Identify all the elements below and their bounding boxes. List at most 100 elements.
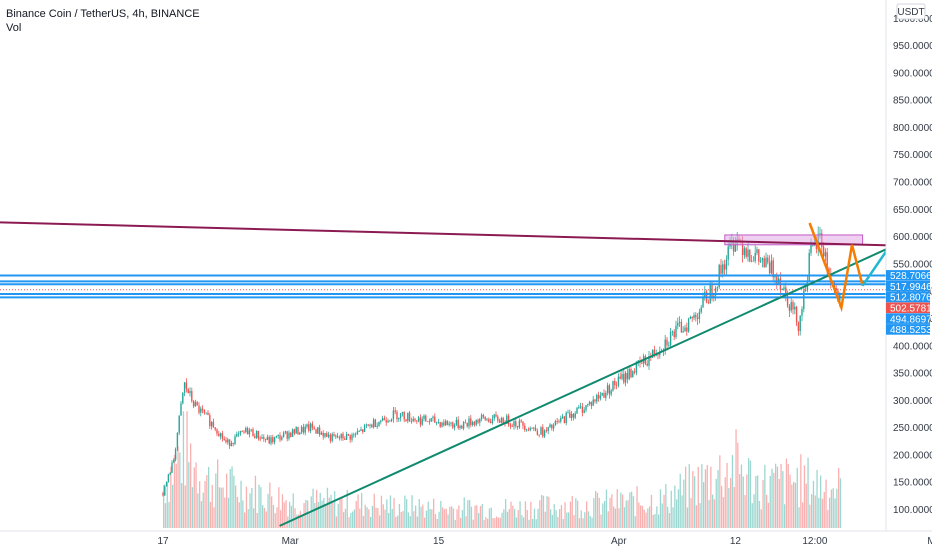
volume-bar bbox=[503, 509, 505, 528]
volume-bar bbox=[816, 469, 818, 528]
y-tick-label: 150.0000 bbox=[893, 478, 932, 489]
volume-bar bbox=[445, 508, 447, 528]
volume-bar bbox=[805, 483, 807, 528]
candle-body bbox=[169, 472, 171, 475]
candle-body bbox=[430, 418, 432, 422]
candle-body bbox=[392, 410, 395, 420]
candle-body bbox=[531, 428, 533, 429]
candle-body bbox=[583, 410, 585, 413]
volume-bar bbox=[827, 509, 829, 528]
candle-body bbox=[390, 419, 393, 421]
candle-body bbox=[632, 371, 634, 378]
y-tick-label: 300.0000 bbox=[893, 396, 932, 407]
candle-body bbox=[801, 309, 803, 316]
candle-body bbox=[227, 439, 229, 443]
candle-body bbox=[270, 437, 272, 444]
volume-bar bbox=[407, 512, 410, 528]
y-tick-label: 250.0000 bbox=[893, 423, 932, 434]
candle-body bbox=[302, 426, 305, 433]
candle-body bbox=[612, 380, 614, 391]
candle-body bbox=[434, 416, 436, 423]
volume-bar bbox=[497, 517, 500, 528]
volume-bar bbox=[704, 469, 707, 528]
candle-body bbox=[680, 321, 683, 333]
volume-bar bbox=[456, 509, 458, 528]
candle-body bbox=[178, 415, 180, 433]
price-axis-panel[interactable] bbox=[886, 0, 932, 531]
candle-body bbox=[180, 403, 182, 416]
candle-body bbox=[421, 418, 423, 425]
currency-button[interactable]: USDT bbox=[896, 3, 926, 20]
volume-bar bbox=[501, 512, 503, 528]
symbol-title[interactable]: Binance Coin / TetherUS, 4h, BINANCE bbox=[6, 8, 200, 20]
candle-body bbox=[185, 382, 188, 389]
volume-bar bbox=[658, 514, 660, 528]
volume-bar bbox=[789, 474, 791, 528]
volume-bar bbox=[436, 518, 438, 528]
candle-body bbox=[516, 426, 519, 428]
candle-body bbox=[342, 433, 344, 439]
candle-body bbox=[630, 369, 632, 378]
candle-body bbox=[439, 422, 441, 427]
candle-body bbox=[203, 410, 206, 413]
volume-bar bbox=[618, 508, 620, 528]
volume-bar bbox=[755, 476, 757, 528]
candle-body bbox=[576, 407, 578, 414]
candle-body bbox=[385, 420, 387, 423]
candle-body bbox=[277, 435, 279, 436]
volume-bar bbox=[782, 471, 784, 528]
x-tick-label: 12:00 bbox=[802, 536, 827, 547]
volume-bar bbox=[474, 505, 476, 528]
volume-bar bbox=[550, 509, 552, 528]
volume-bar bbox=[355, 501, 357, 528]
candle-body bbox=[664, 339, 666, 350]
volume-bar bbox=[623, 507, 626, 528]
volume-bar bbox=[465, 516, 467, 528]
candle-body bbox=[416, 420, 418, 422]
volume-bar bbox=[800, 454, 802, 528]
volume-bar bbox=[483, 519, 485, 528]
volume-bar bbox=[829, 497, 831, 528]
candle-body bbox=[605, 392, 607, 398]
volume-bar bbox=[598, 497, 600, 528]
candle-body bbox=[171, 462, 173, 473]
candle-body bbox=[668, 345, 670, 346]
volume-bar bbox=[625, 500, 627, 528]
volume-bar bbox=[661, 503, 663, 528]
candle-body bbox=[333, 434, 335, 437]
volume-bar bbox=[431, 509, 433, 528]
volume-bar bbox=[413, 511, 415, 528]
volume-bar bbox=[577, 500, 579, 528]
volume-bar bbox=[649, 506, 651, 528]
candle-body bbox=[615, 385, 618, 386]
volume-bar bbox=[177, 446, 179, 528]
y-tick-label: 200.0000 bbox=[893, 450, 932, 461]
chart-drawings[interactable] bbox=[0, 18, 932, 527]
volume-indicator-label[interactable]: Vol bbox=[6, 22, 22, 34]
candle-body bbox=[590, 401, 593, 406]
y-tick-label: 900.0000 bbox=[893, 68, 932, 79]
volume-bar bbox=[604, 501, 606, 528]
volume-bar bbox=[656, 506, 658, 528]
volume-bar bbox=[362, 516, 365, 528]
price-tags: 528.7066517.9946512.8076502.5781494.8697… bbox=[886, 270, 932, 336]
candle-body bbox=[444, 420, 447, 426]
volume-bar bbox=[602, 503, 604, 528]
candle-body bbox=[299, 432, 301, 435]
volume-bar bbox=[213, 507, 215, 528]
candle-body bbox=[205, 412, 207, 414]
candle-body bbox=[410, 421, 413, 422]
candle-body bbox=[407, 412, 409, 421]
candle-body bbox=[245, 428, 247, 432]
candle-body bbox=[471, 421, 474, 425]
candle-body bbox=[610, 390, 612, 395]
candle-body bbox=[758, 249, 760, 262]
candle-body bbox=[353, 434, 355, 436]
volume-bar bbox=[535, 519, 537, 528]
volume-bar bbox=[809, 504, 811, 528]
x-tick-label: 12 bbox=[730, 536, 742, 547]
volume-bar bbox=[170, 466, 172, 528]
volume-bar bbox=[332, 502, 334, 528]
